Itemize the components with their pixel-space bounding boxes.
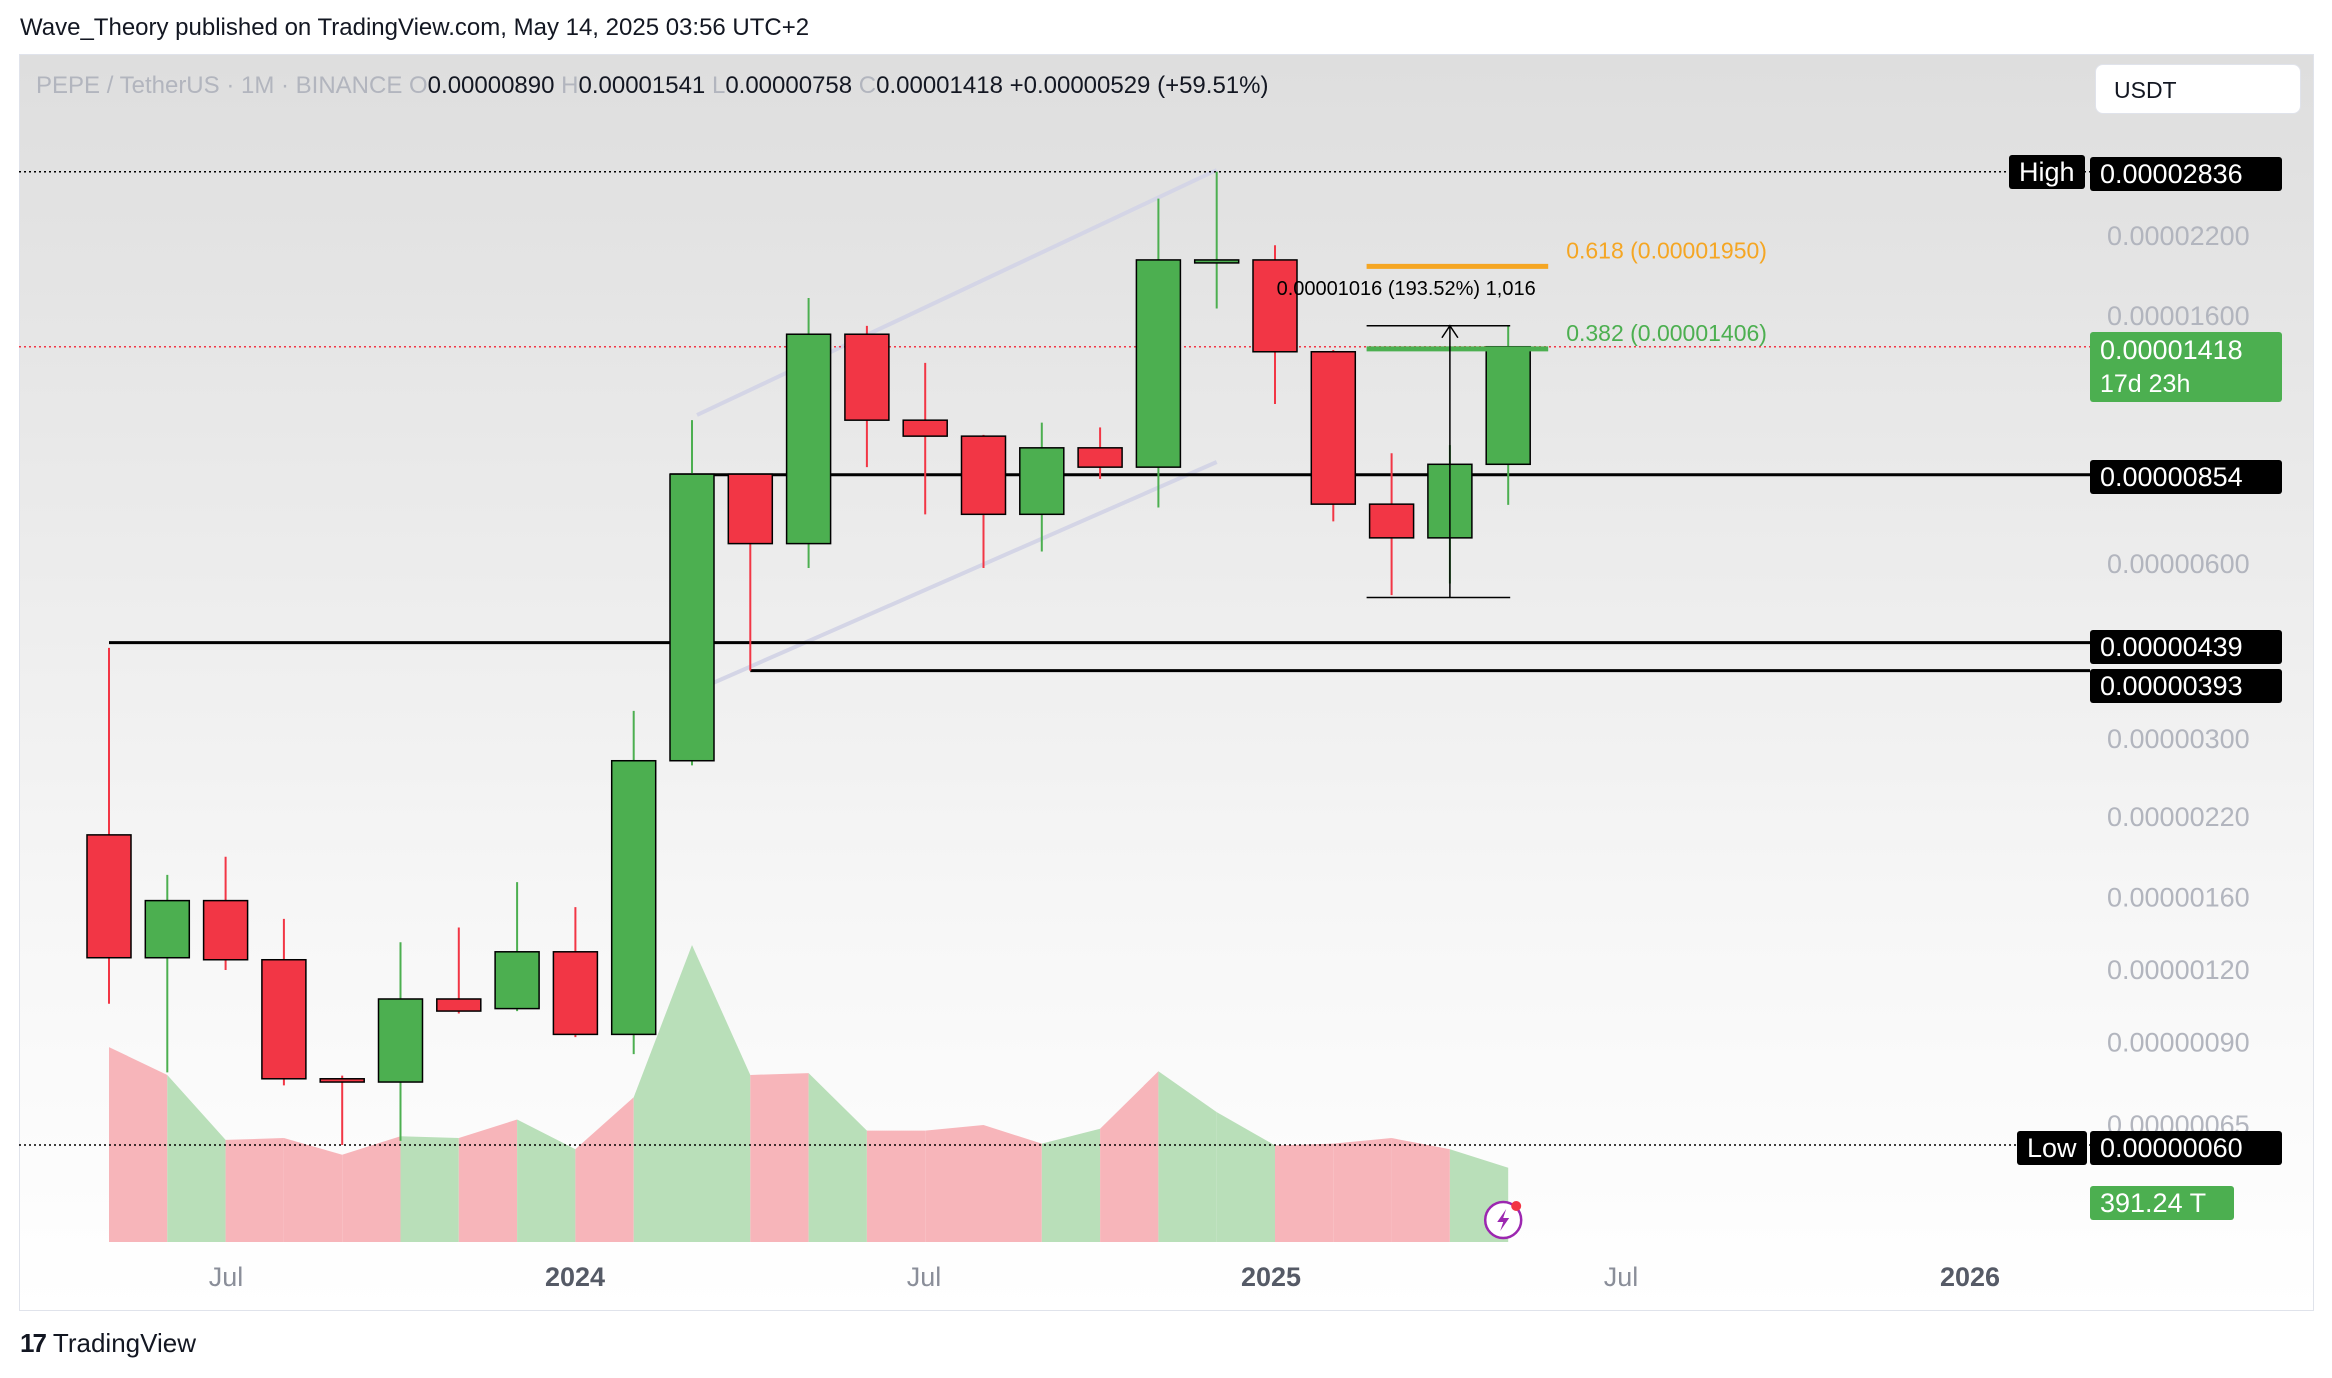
volume-area-segment <box>1100 1071 1159 1242</box>
y-axis-tick-label: 0.00002200 <box>2107 221 2250 251</box>
candle-body <box>144 899 191 959</box>
y-axis-tick-label: 0.00000600 <box>2107 549 2250 579</box>
candle-body <box>319 1078 365 1083</box>
lightning-bolt-icon <box>1497 1209 1510 1231</box>
volume-area-segment <box>109 1047 168 1242</box>
volume-tag: 391.24 T <box>2090 1186 2234 1220</box>
change-value: +0.00000529 (+59.51%) <box>1009 72 1269 99</box>
x-axis-tick-label: 2024 <box>545 1262 605 1292</box>
candle-body <box>844 333 890 421</box>
x-axis-tick-label: 2025 <box>1241 1262 1301 1292</box>
x-axis-tick-label: Jul <box>1604 1262 1639 1292</box>
candle-body <box>552 951 599 1036</box>
open-label: O <box>409 72 428 99</box>
low-tag: Low <box>2017 1131 2087 1165</box>
channel-lower-line <box>696 460 1218 692</box>
candle-body <box>1077 447 1123 468</box>
candle-body <box>1135 259 1182 468</box>
volume-area-segment <box>692 945 751 1242</box>
tradingview-logo[interactable]: 17 TradingView <box>20 1328 196 1359</box>
ohlc-legend: PEPE / TetherUS · 1M · BINANCE O0.000008… <box>36 72 1268 100</box>
volume-area-segment <box>1041 1128 1101 1242</box>
candle-body <box>494 951 540 1010</box>
candle-body <box>1252 259 1298 353</box>
publisher-line: Wave_Theory published on TradingView.com… <box>20 14 810 41</box>
candle-body <box>436 998 482 1012</box>
volume-area-segment <box>400 1136 459 1242</box>
volume-area-segment <box>808 1073 867 1242</box>
candle-body <box>785 333 832 545</box>
high-value: 0.00001541 <box>578 72 706 99</box>
volume-area-segment <box>633 945 692 1242</box>
currency-select[interactable]: USDT <box>2095 64 2301 114</box>
tradingview-logo-icon: 17 <box>20 1328 47 1358</box>
volume-area-segment <box>983 1125 1042 1242</box>
candle-body <box>960 435 1007 516</box>
volume-area-segment <box>750 1073 809 1242</box>
volume-area-segment <box>866 1130 926 1242</box>
high-price-tag: 0.00002836 <box>2090 157 2282 191</box>
current-price-tag: 0.00001418 17d 23h <box>2090 332 2282 402</box>
current-price-value: 0.00001418 <box>2100 335 2243 365</box>
fib-level-label: 0.382 (0.00001406) <box>1566 320 1767 346</box>
notification-dot-icon <box>1511 1201 1522 1211</box>
x-axis-tick-label: Jul <box>907 1262 942 1292</box>
measure-arrowhead <box>1441 324 1459 339</box>
open-value: 0.00000890 <box>427 72 555 99</box>
high-label: H <box>561 72 579 99</box>
candle-body <box>727 473 774 545</box>
volume-area-segment <box>1158 1071 1217 1242</box>
y-axis-tick-label: 0.00000160 <box>2107 882 2250 912</box>
volume-area-segment <box>517 1119 576 1242</box>
candle-body <box>1019 447 1065 516</box>
candle-body <box>1485 345 1531 466</box>
y-axis-tick-label: 0.00000220 <box>2107 802 2250 832</box>
candle-body <box>1368 503 1415 539</box>
volume-area-segment <box>458 1119 518 1242</box>
level-393-tag: 0.00000393 <box>2090 669 2282 703</box>
candle-body <box>610 759 657 1036</box>
volume-area-segment <box>1216 1112 1275 1242</box>
low-label: L <box>711 72 726 99</box>
x-axis-tick-label: 2026 <box>1940 1262 2000 1292</box>
candle-body <box>86 834 132 959</box>
fib-level-label: 0.618 (0.00001950) <box>1566 237 1767 263</box>
candle-body <box>902 419 948 437</box>
level-854-tag: 0.00000854 <box>2090 460 2282 494</box>
close-label: C <box>858 72 877 99</box>
close-value: 0.00001418 <box>876 72 1003 99</box>
candle-body <box>377 998 424 1083</box>
y-axis-tick-label: 0.00000090 <box>2107 1028 2250 1058</box>
candle-body <box>202 899 249 961</box>
channel-upper-line <box>696 168 1218 417</box>
symbol-label[interactable]: PEPE / TetherUS · 1M · BINANCE <box>36 72 403 99</box>
candle-body <box>1310 351 1357 505</box>
level-439-tag: 0.00000439 <box>2090 630 2282 664</box>
volume-area-segment <box>283 1138 343 1242</box>
tradingview-logo-text: TradingView <box>52 1328 196 1358</box>
volume-area-segment <box>167 1074 226 1242</box>
candle-body <box>261 958 307 1080</box>
candle-body <box>669 473 715 762</box>
volume-area-segment <box>225 1138 284 1242</box>
volume-area-segment <box>1391 1138 1450 1242</box>
high-tag: High <box>2009 155 2085 189</box>
volume-area-segment <box>925 1125 984 1242</box>
y-axis-tick-label: 0.00000300 <box>2107 724 2250 754</box>
x-axis-tick-label: Jul <box>209 1262 244 1292</box>
low-price-tag: 0.00000060 <box>2090 1131 2282 1165</box>
y-axis-tick-label: 0.00001600 <box>2107 301 2250 331</box>
volume-area-segment <box>342 1136 401 1242</box>
volume-area-segment <box>1333 1138 1392 1242</box>
low-value: 0.00000758 <box>725 72 853 99</box>
measure-label: 0.00001016 (193.52%) 1,016 <box>1277 278 1536 300</box>
volume-area-segment <box>575 1097 634 1242</box>
candle-body <box>1193 259 1240 264</box>
bar-countdown: 17d 23h <box>2100 370 2191 398</box>
volume-area-segment <box>1275 1143 1334 1242</box>
y-axis-tick-label: 0.00000120 <box>2107 955 2250 985</box>
